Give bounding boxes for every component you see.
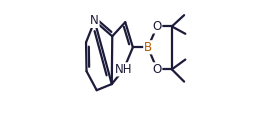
Text: O: O bbox=[153, 20, 162, 33]
Text: O: O bbox=[153, 63, 162, 76]
Text: N: N bbox=[90, 14, 99, 27]
Text: NH: NH bbox=[115, 63, 132, 76]
Text: B: B bbox=[144, 41, 152, 54]
